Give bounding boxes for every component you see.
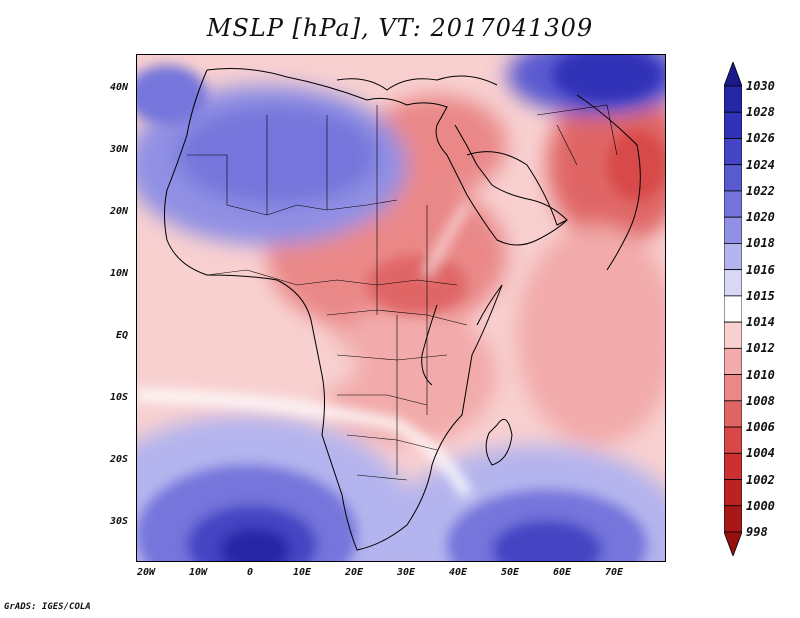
lat-label-20n: 20N xyxy=(109,206,128,217)
south-asia-coast xyxy=(576,94,641,271)
colorbar-cell xyxy=(724,452,742,480)
north-africa-coast xyxy=(206,68,568,246)
colorbar-level-label: 1002 xyxy=(746,472,775,487)
lat-label-10s: 10S xyxy=(109,392,128,403)
colorbar-cell xyxy=(724,111,742,139)
lon-label-20w: 20W xyxy=(136,567,156,578)
colorbar xyxy=(724,62,742,556)
colorbar-level-label: 1012 xyxy=(746,341,775,356)
colorbar-cells xyxy=(724,62,742,556)
pressure-cores xyxy=(137,55,665,561)
colorbar-cell xyxy=(724,62,742,87)
colorbar-cell xyxy=(724,531,742,556)
lon-label-10e: 10E xyxy=(292,567,312,578)
lon-label-10w: 10W xyxy=(188,567,208,578)
map-title: MSLP [hPa], VT: 2017041309 xyxy=(206,14,594,42)
lat-label-20s: 20S xyxy=(109,454,128,465)
colorbar-level-label: 1008 xyxy=(746,393,775,408)
lon-label-60e: 60E xyxy=(552,567,572,578)
colorbar-cell xyxy=(724,85,742,113)
colorbar-level-label: 1016 xyxy=(746,262,775,277)
colorbar-level-label: 998 xyxy=(746,525,768,539)
grads-credit: GrADS: IGES/COLA xyxy=(4,602,91,612)
colorbar-cell xyxy=(724,216,742,244)
colorbar-cell xyxy=(724,374,742,402)
colorbar-level-label: 1026 xyxy=(746,131,775,146)
colorbar-cell xyxy=(724,426,742,454)
lon-label-50e: 50E xyxy=(500,567,520,578)
indian-ocean-low xyxy=(517,225,665,445)
pressure-field xyxy=(137,55,665,561)
lat-label-40n: 40N xyxy=(109,82,128,93)
colorbar-level-label: 1004 xyxy=(746,446,775,461)
lat-label-10n: 10N xyxy=(109,268,128,279)
colorbar-cell xyxy=(724,190,742,218)
lon-label-30e: 30E xyxy=(396,567,416,578)
colorbar-cell xyxy=(724,243,742,271)
africa-west-south-coast xyxy=(164,69,503,551)
colorbar-cell xyxy=(724,269,742,297)
colorbar-level-label: 1010 xyxy=(746,367,775,382)
colorbar-level-label: 1024 xyxy=(746,157,775,172)
colorbar-cell xyxy=(724,505,742,533)
atlantic-band xyxy=(137,325,357,405)
lat-label-30n: 30N xyxy=(109,144,128,155)
lon-label-0: 0 xyxy=(246,567,254,578)
colorbar-cell xyxy=(724,479,742,507)
southern-14hpa-band xyxy=(137,389,473,498)
south-asia-low xyxy=(547,85,665,245)
lon-label-70e: 70E xyxy=(604,567,624,578)
colorbar-level-label: 1020 xyxy=(746,210,775,225)
mediterranean-north xyxy=(336,75,498,91)
madagascar xyxy=(485,418,513,466)
lon-label-40e: 40E xyxy=(448,567,468,578)
colorbar-level-label: 1030 xyxy=(746,79,775,93)
colorbar-level-label: 1006 xyxy=(746,420,775,435)
country-borders xyxy=(187,104,618,481)
colorbar-level-label: 1022 xyxy=(746,183,775,198)
colorbar-cell xyxy=(724,138,742,166)
arabian-coast xyxy=(466,151,568,226)
colorbar-cell xyxy=(724,400,742,428)
lon-label-20e: 20E xyxy=(344,567,364,578)
colorbar-cell xyxy=(724,347,742,375)
pressure-map xyxy=(136,54,666,562)
great-lakes xyxy=(421,304,438,386)
colorbar-level-label: 1018 xyxy=(746,236,775,251)
colorbar-level-label: 1014 xyxy=(746,315,775,330)
lat-label-eq: EQ xyxy=(115,330,128,341)
colorbar-cell xyxy=(724,295,742,323)
colorbar-cell xyxy=(724,321,742,349)
colorbar-level-label: 1015 xyxy=(746,288,775,303)
colorbar-cell xyxy=(724,164,742,192)
central-africa-low xyxy=(317,305,497,445)
colorbar-level-label: 1000 xyxy=(746,498,775,513)
lat-label-30s: 30S xyxy=(109,516,128,527)
coastlines xyxy=(164,68,641,551)
colorbar-level-label: 1028 xyxy=(746,105,775,120)
